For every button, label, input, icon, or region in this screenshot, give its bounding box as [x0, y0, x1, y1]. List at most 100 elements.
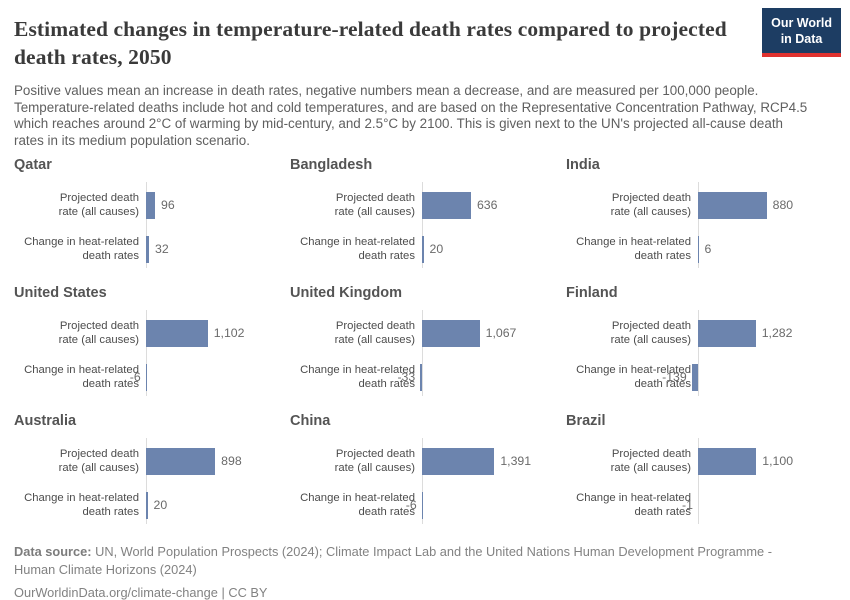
bar[interactable] — [422, 235, 424, 263]
zero-axis-line — [146, 310, 147, 397]
footer-datasource: Data source: UN, World Population Prospe… — [14, 543, 789, 578]
value-label: -1 — [682, 498, 693, 513]
category-label-line: death rates — [82, 250, 139, 263]
bar-track: 1,067 — [422, 319, 554, 347]
category-label-line: death rates — [634, 506, 691, 519]
panel-plot-area: Projected death rate (all causes) 1,282 Cha… — [566, 310, 830, 397]
country-panel: Brazil Projected death rate (all causes) 1,… — [566, 413, 830, 529]
country-title: China — [290, 413, 331, 430]
bar-row: Change in heat-related death rates -6 — [290, 485, 554, 525]
category-label-line: Projected death — [59, 192, 139, 205]
bar[interactable] — [422, 447, 495, 475]
owid-logo-line1: Our World — [771, 16, 832, 30]
category-label-line: rate (all causes) — [610, 334, 691, 347]
bar-row: Change in heat-related death rates 20 — [14, 485, 278, 525]
value-label: 20 — [429, 242, 444, 257]
page-title: Estimated changes in temperature-related… — [14, 17, 727, 69]
bar-row: Projected death rate (all causes) 1,391 — [290, 441, 554, 481]
category-label: Change in heat-related death rates — [290, 235, 422, 263]
category-label: Projected death rate (all causes) — [290, 191, 422, 219]
category-label: Projected death rate (all causes) — [14, 319, 146, 347]
owid-logo[interactable]: Our World in Data — [762, 8, 841, 57]
category-label: Change in heat-related death rates — [290, 491, 422, 519]
category-label-line: Projected death — [335, 192, 415, 205]
value-label: -33 — [397, 370, 416, 385]
country-title: United Kingdom — [290, 285, 402, 302]
category-label-line: Change in heat-related — [300, 236, 415, 249]
value-label: 1,100 — [762, 454, 794, 469]
bar-row: Change in heat-related death rates -139 — [566, 357, 830, 397]
bar-row: Projected death rate (all causes) 1,067 — [290, 313, 554, 353]
country-title: Brazil — [566, 413, 606, 430]
value-label: -6 — [405, 498, 417, 513]
category-label-line: death rates — [358, 250, 415, 263]
value-label: 1,391 — [500, 454, 532, 469]
bar-track: -1 — [682, 491, 830, 519]
bar-track: 1,100 — [698, 447, 830, 475]
category-label-line: rate (all causes) — [610, 462, 691, 475]
value-label: 880 — [772, 198, 794, 213]
bar-row: Projected death rate (all causes) 1,282 — [566, 313, 830, 353]
country-title: India — [566, 157, 600, 174]
owid-logo-line2: in Data — [780, 32, 823, 47]
bar-row: Projected death rate (all causes) 636 — [290, 185, 554, 225]
bar[interactable] — [146, 235, 149, 263]
bar[interactable] — [691, 363, 698, 391]
bar-track: 96 — [146, 191, 278, 219]
bar-row: Change in heat-related death rates 20 — [290, 229, 554, 269]
bar[interactable] — [420, 363, 422, 391]
category-label: Projected death rate (all causes) — [566, 319, 698, 347]
bar[interactable] — [698, 319, 756, 347]
bar[interactable] — [422, 319, 480, 347]
bar-row: Change in heat-related death rates -1 — [566, 485, 830, 525]
value-label: 1,067 — [485, 326, 517, 341]
value-label: 898 — [221, 454, 242, 469]
bar[interactable] — [146, 319, 208, 347]
value-label: 1,282 — [761, 326, 793, 341]
country-title: Australia — [14, 413, 77, 430]
category-label-line: Projected death — [611, 192, 691, 205]
bar-track: 880 — [698, 191, 830, 219]
country-panel: United States Projected death rate (all ca… — [14, 285, 278, 401]
bar[interactable] — [146, 447, 216, 475]
value-label: 20 — [153, 498, 168, 513]
bar-row: Projected death rate (all causes) 1,100 — [566, 441, 830, 481]
zero-axis-line — [146, 438, 147, 525]
category-label: Projected death rate (all causes) — [14, 191, 146, 219]
category-label-line: death rates — [358, 506, 415, 519]
zero-axis-line — [422, 438, 423, 525]
bar[interactable] — [146, 491, 148, 519]
bar-row: Projected death rate (all causes) 96 — [14, 185, 278, 225]
bar-row: Change in heat-related death rates -33 — [290, 357, 554, 397]
zero-axis-line — [422, 310, 423, 397]
category-label-line: Change in heat-related — [300, 492, 415, 505]
bar-track: 636 — [422, 191, 554, 219]
category-label-line: Change in heat-related — [576, 492, 691, 505]
datasource-label: Data source: — [14, 544, 92, 560]
page-subtitle: Positive values mean an increase in deat… — [14, 83, 808, 148]
panel-plot-area: Projected death rate (all causes) 1,100 Cha… — [566, 438, 830, 525]
category-label-line: death rates — [82, 378, 139, 391]
country-panel: Qatar Projected death rate (all causes) 96 C… — [14, 157, 278, 273]
category-label-line: death rates — [82, 506, 139, 519]
bar[interactable] — [698, 447, 757, 475]
zero-axis-line — [698, 310, 699, 397]
zero-axis-line — [698, 438, 699, 525]
datasource-text: UN, World Population Prospects (2024); C… — [14, 544, 772, 577]
zero-axis-line — [698, 182, 699, 269]
bar-row: Projected death rate (all causes) 1,102 — [14, 313, 278, 353]
category-label-line: death rates — [358, 378, 415, 391]
category-label-line: Projected death — [611, 320, 691, 333]
bar-row: Projected death rate (all causes) 880 — [566, 185, 830, 225]
bar-row: Change in heat-related death rates 32 — [14, 229, 278, 269]
bar-row: Change in heat-related death rates -6 — [14, 357, 278, 397]
bar-track: -33 — [397, 363, 554, 391]
category-label-line: death rates — [634, 250, 691, 263]
category-label-line: Projected death — [335, 448, 415, 461]
zero-axis-line — [422, 182, 423, 269]
category-label: Projected death rate (all causes) — [290, 447, 422, 475]
category-label-line: rate (all causes) — [334, 334, 415, 347]
bar[interactable] — [146, 191, 156, 219]
bar[interactable] — [422, 191, 471, 219]
bar[interactable] — [698, 191, 767, 219]
